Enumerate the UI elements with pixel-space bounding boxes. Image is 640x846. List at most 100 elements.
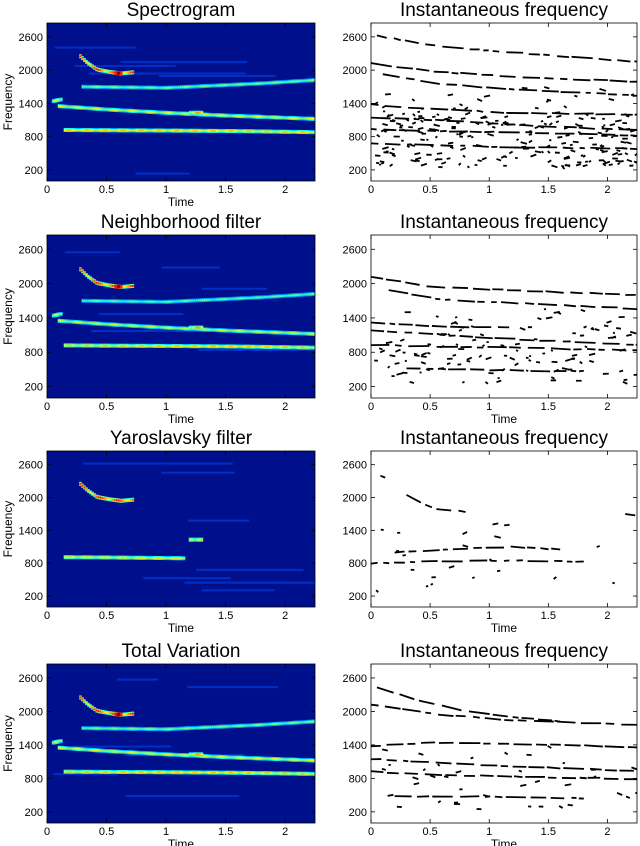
- heatmap-cell: [180, 557, 184, 560]
- heatmap-cell: [283, 130, 287, 133]
- if-point: [515, 138, 520, 142]
- heatmap-cell: [65, 556, 69, 559]
- heatmap-cell: [167, 86, 171, 89]
- heatmap-band: [161, 471, 235, 474]
- if-point: [555, 120, 560, 124]
- heatmap-cell: [95, 770, 99, 773]
- if-point: [466, 356, 473, 361]
- heatmap-cell: [219, 755, 223, 758]
- x-tick-label: 1.5: [218, 826, 233, 838]
- heatmap-cell: [99, 727, 102, 730]
- if-point: [571, 353, 578, 357]
- if-point: [563, 105, 568, 109]
- heatmap-cell: [275, 772, 279, 775]
- heatmap-cell: [201, 299, 205, 302]
- panel-title: Instantaneous frequency: [400, 0, 609, 21]
- heatmap-cell: [153, 129, 157, 132]
- heatmap-cell: [265, 757, 269, 760]
- heatmap-cell: [129, 771, 133, 774]
- if-track-segment: [476, 109, 484, 113]
- heatmap-cell: [297, 332, 301, 335]
- if-point: [620, 140, 627, 144]
- heatmap-cell: [165, 111, 169, 114]
- if-track-segment: [411, 293, 432, 299]
- heatmap-cell: [155, 300, 159, 303]
- y-tick-label: 2000: [343, 65, 367, 77]
- heatmap-cell: [77, 770, 81, 773]
- if-track-segment: [527, 546, 536, 549]
- heatmap-cell: [69, 344, 73, 347]
- heatmap-cell: [123, 556, 126, 559]
- heatmap-cell: [191, 326, 195, 329]
- heatmap-cell: [194, 111, 198, 114]
- if-point: [508, 150, 514, 155]
- heatmap-cell: [287, 331, 291, 334]
- heatmap-cell: [241, 724, 245, 727]
- if-point: [387, 793, 394, 797]
- if-track-segment: [418, 699, 435, 705]
- heatmap-cell: [137, 751, 141, 754]
- heatmap-cell: [237, 115, 241, 118]
- y-tick-label: 800: [25, 558, 43, 570]
- heatmap-cell: [103, 344, 107, 347]
- heatmap-cell: [275, 130, 279, 133]
- heatmap-cell: [279, 130, 283, 133]
- heatmap-cell: [269, 757, 273, 760]
- heatmap-cell: [289, 80, 293, 83]
- heatmap-cell: [167, 728, 171, 731]
- heatmap-cell: [139, 556, 142, 559]
- heatmap-cell: [167, 771, 171, 774]
- heatmap-cell: [185, 85, 189, 88]
- heatmap-cell: [301, 117, 305, 120]
- heatmap-cell: [83, 556, 86, 559]
- heatmap-cell: [113, 108, 117, 111]
- heatmap-cell: [79, 344, 83, 347]
- if-point: [437, 763, 441, 767]
- heatmap-cell: [133, 110, 137, 113]
- heatmap-cell: [283, 294, 287, 297]
- heatmap-cell: [255, 724, 259, 727]
- if-point: [590, 327, 595, 331]
- if-track-segment: [540, 547, 549, 551]
- if-point: [599, 87, 607, 92]
- heatmap-cell: [267, 295, 271, 298]
- heatmap-cell: [231, 725, 235, 728]
- heatmap-cell: [213, 345, 217, 348]
- heatmap-cell: [145, 728, 149, 731]
- heatmap-cell: [141, 300, 145, 303]
- heatmap-cell: [233, 329, 237, 332]
- if-point: [380, 128, 385, 133]
- heatmap-cell: [287, 294, 291, 297]
- heatmap-cell: [141, 727, 145, 730]
- heatmap-cell: [303, 332, 307, 335]
- heatmap-cell: [87, 748, 91, 751]
- heatmap-cell: [111, 108, 115, 111]
- if-track-segment: [472, 715, 480, 719]
- heatmap-cell: [113, 323, 117, 326]
- heatmap-cell: [314, 292, 315, 295]
- heatmap-cell: [139, 300, 142, 303]
- heatmap-cell: [111, 129, 115, 132]
- if-point: [588, 160, 592, 163]
- heatmap-cell: [73, 747, 77, 750]
- x-tick-label: 0: [44, 610, 50, 622]
- heatmap-cell: [235, 115, 239, 118]
- heatmap-cell: [314, 79, 315, 82]
- heatmap-cell: [297, 293, 301, 296]
- if-track-segment: [376, 34, 387, 39]
- heatmap-cell: [151, 771, 155, 774]
- heatmap-cell: [97, 496, 100, 499]
- heatmap-cell: [251, 330, 255, 333]
- if-point: [616, 327, 622, 330]
- heatmap-cell: [81, 344, 85, 347]
- heatmap-cell: [115, 727, 118, 730]
- heatmap-cell: [227, 771, 231, 774]
- heatmap-cell: [175, 86, 179, 89]
- heatmap-cell: [103, 300, 106, 303]
- heatmap-cell: [133, 86, 136, 89]
- heatmap-cell: [75, 770, 79, 773]
- heatmap-cell: [243, 724, 247, 727]
- heatmap-cell: [253, 82, 257, 85]
- heatmap-cell: [314, 720, 315, 723]
